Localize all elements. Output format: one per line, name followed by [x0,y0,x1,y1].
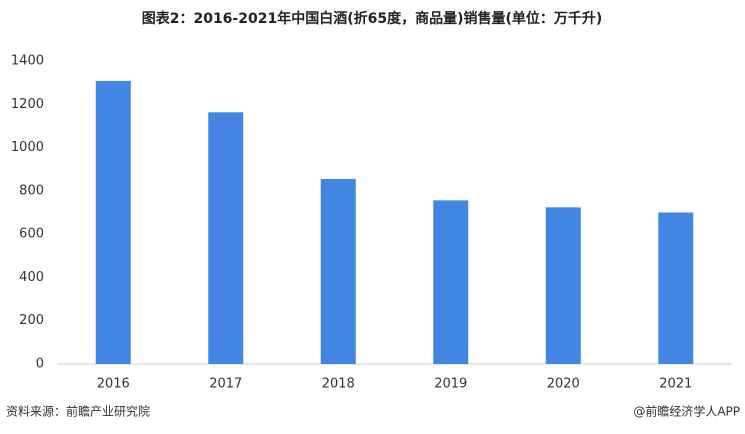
x-tick-label: 2020 [547,377,580,392]
bar [433,200,469,364]
y-tick-label: 200 [19,313,44,328]
credit-note: @前瞻经济学人APP [633,404,740,419]
y-tick-label: 400 [19,270,44,285]
x-tick-label: 2019 [434,377,467,392]
y-tick-label: 800 [19,183,44,198]
x-tick-label: 2017 [209,377,242,392]
bar [95,80,131,364]
y-tick-label: 0 [36,357,44,372]
bar [208,112,244,364]
y-tick-label: 1200 [11,97,44,112]
y-tick-label: 1000 [11,140,44,155]
chart-title: 图表2：2016-2021年中国白酒(折65度，商品量)销售量(单位：万千升) [142,10,603,27]
bar [658,212,694,364]
y-tick-label: 600 [19,227,44,242]
x-tick-label: 2018 [322,377,355,392]
source-note: 资料来源：前瞻产业研究院 [6,404,150,419]
y-tick-label: 1400 [11,54,44,69]
bar [320,178,356,364]
x-tick-label: 2021 [659,377,692,392]
bar [545,207,581,364]
x-tick-label: 2016 [97,377,130,392]
